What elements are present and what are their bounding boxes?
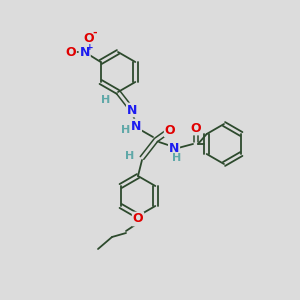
Text: H: H [125,151,135,161]
Text: O: O [65,46,76,59]
Text: O: O [165,124,175,136]
Text: O: O [191,122,201,134]
Text: H: H [122,125,130,135]
Text: +: + [86,43,94,52]
Text: N: N [131,119,141,133]
Text: H: H [101,95,111,105]
Text: -: - [92,28,97,38]
Text: N: N [80,46,90,59]
Text: N: N [127,103,137,116]
Text: H: H [172,153,182,163]
Text: N: N [169,142,179,154]
Text: O: O [133,212,143,226]
Text: O: O [83,32,94,44]
